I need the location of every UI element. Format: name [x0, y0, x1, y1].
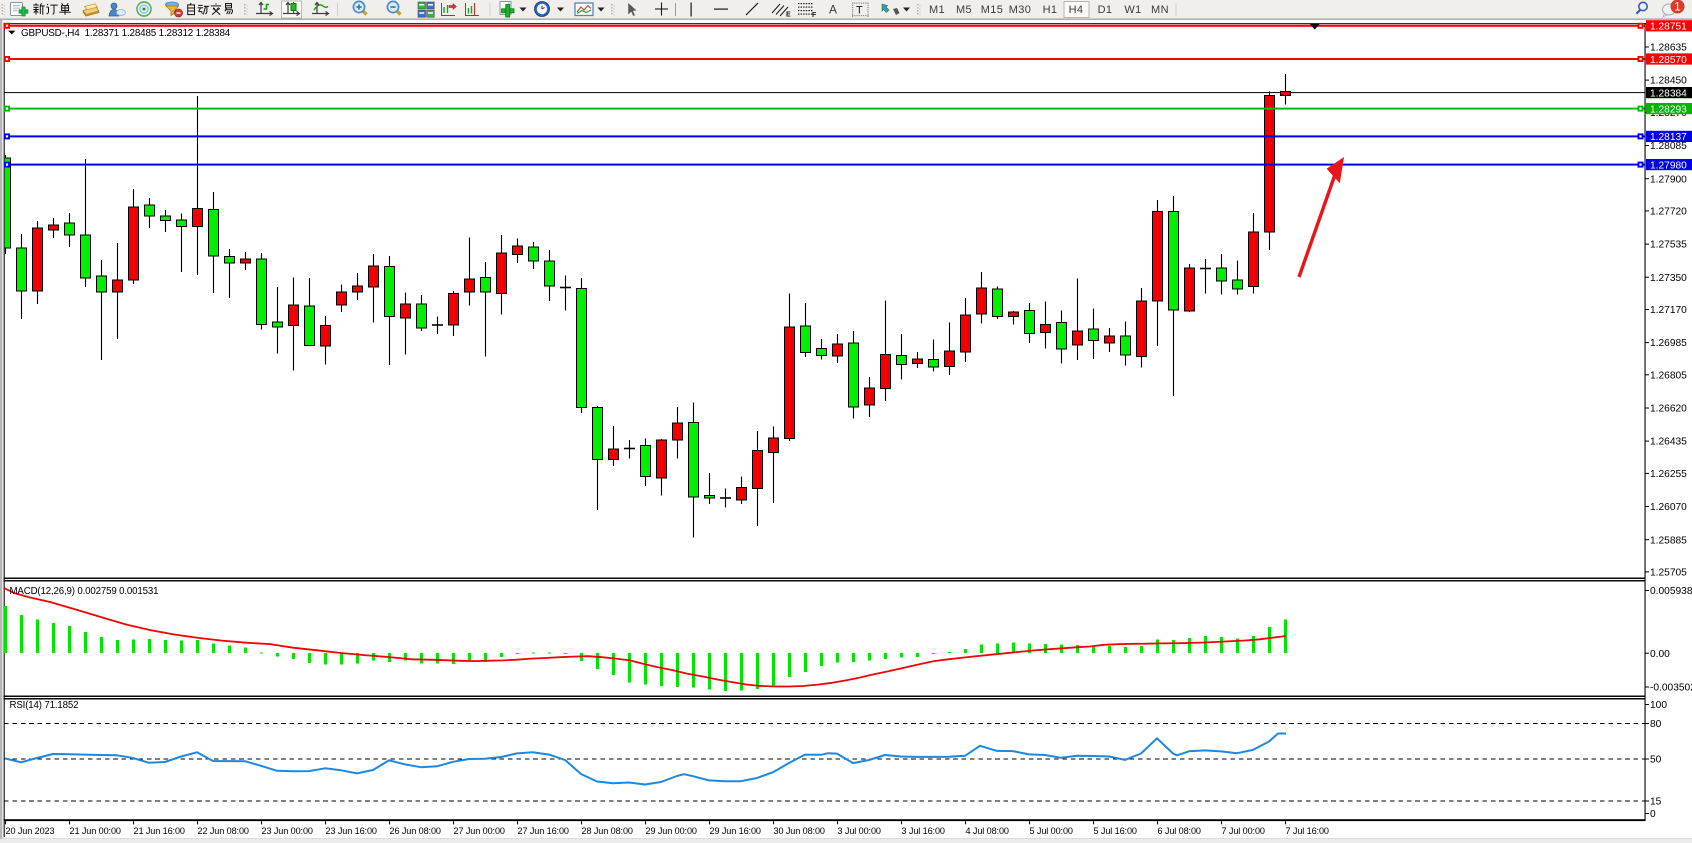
svg-text:7 Jul 16:00: 7 Jul 16:00 — [1286, 826, 1329, 836]
svg-text:H1: H1 — [1043, 4, 1058, 16]
svg-text:M15: M15 — [981, 4, 1004, 16]
svg-text:GBPUSD-,H4 1.28371 1.28485 1.: GBPUSD-,H4 1.28371 1.28485 1.28312 1.283… — [21, 28, 231, 39]
svg-text:1.28570: 1.28570 — [1650, 55, 1687, 66]
svg-text:-0.003502: -0.003502 — [1650, 683, 1692, 694]
svg-text:80: 80 — [1650, 719, 1662, 730]
svg-text:1.28137: 1.28137 — [1650, 132, 1687, 143]
svg-text:23 Jun 16:00: 23 Jun 16:00 — [326, 826, 377, 836]
svg-text:20 Jun 2023: 20 Jun 2023 — [6, 826, 55, 836]
svg-text:1.27980: 1.27980 — [1650, 160, 1687, 171]
svg-text:1.26985: 1.26985 — [1650, 338, 1687, 349]
svg-text:1.26255: 1.26255 — [1650, 469, 1687, 480]
svg-text:0.005938: 0.005938 — [1650, 586, 1692, 597]
svg-text:1.25705: 1.25705 — [1650, 568, 1687, 579]
svg-text:A: A — [829, 3, 837, 17]
svg-text:29 Jun 16:00: 29 Jun 16:00 — [710, 826, 761, 836]
svg-text:21 Jun 16:00: 21 Jun 16:00 — [134, 826, 185, 836]
svg-text:1.26435: 1.26435 — [1650, 437, 1687, 448]
svg-text:M1: M1 — [929, 4, 945, 16]
svg-text:28 Jun 08:00: 28 Jun 08:00 — [582, 826, 633, 836]
svg-text:29 Jun 00:00: 29 Jun 00:00 — [646, 826, 697, 836]
svg-text:100: 100 — [1650, 700, 1667, 711]
svg-text:3 Jul 00:00: 3 Jul 00:00 — [838, 826, 881, 836]
svg-text:7 Jul 00:00: 7 Jul 00:00 — [1222, 826, 1265, 836]
svg-text:3 Jul 16:00: 3 Jul 16:00 — [902, 826, 945, 836]
svg-text:1.28384: 1.28384 — [1650, 88, 1687, 99]
svg-text:1.27900: 1.27900 — [1650, 174, 1687, 185]
svg-text:1: 1 — [1674, 2, 1680, 14]
svg-text:1.27720: 1.27720 — [1650, 207, 1687, 218]
svg-text:T: T — [856, 5, 863, 17]
svg-text:RSI(14) 71.1852: RSI(14) 71.1852 — [10, 700, 79, 711]
svg-text:1.28635: 1.28635 — [1650, 43, 1687, 54]
svg-text:1.28085: 1.28085 — [1650, 141, 1687, 152]
svg-text:21 Jun 00:00: 21 Jun 00:00 — [70, 826, 121, 836]
svg-text:27 Jun 16:00: 27 Jun 16:00 — [518, 826, 569, 836]
svg-text:M5: M5 — [956, 4, 972, 16]
svg-text:15: 15 — [1650, 797, 1662, 808]
svg-text:D1: D1 — [1098, 4, 1113, 16]
svg-text:30 Jun 08:00: 30 Jun 08:00 — [774, 826, 825, 836]
svg-text:F: F — [812, 12, 817, 19]
svg-text:1.26620: 1.26620 — [1650, 404, 1687, 415]
svg-text:1.25885: 1.25885 — [1650, 535, 1687, 546]
svg-text:1.27350: 1.27350 — [1650, 273, 1687, 284]
svg-text:27 Jun 00:00: 27 Jun 00:00 — [454, 826, 505, 836]
svg-text:4 Jul 08:00: 4 Jul 08:00 — [966, 826, 1009, 836]
svg-text:26 Jun 08:00: 26 Jun 08:00 — [390, 826, 441, 836]
svg-text:6 Jul 08:00: 6 Jul 08:00 — [1158, 826, 1201, 836]
svg-text:5 Jul 00:00: 5 Jul 00:00 — [1030, 826, 1073, 836]
svg-text:M30: M30 — [1009, 4, 1032, 16]
svg-text:22 Jun 08:00: 22 Jun 08:00 — [198, 826, 249, 836]
svg-text:0: 0 — [1650, 809, 1656, 820]
svg-text:23 Jun 00:00: 23 Jun 00:00 — [262, 826, 313, 836]
svg-text:1.27170: 1.27170 — [1650, 305, 1687, 316]
svg-text:W1: W1 — [1124, 4, 1141, 16]
svg-text:1.26805: 1.26805 — [1650, 370, 1687, 381]
svg-text:1.27535: 1.27535 — [1650, 240, 1687, 251]
svg-text:1.28450: 1.28450 — [1650, 76, 1687, 87]
svg-text:0.00: 0.00 — [1650, 649, 1670, 660]
svg-text:MN: MN — [1151, 4, 1169, 16]
svg-text:50: 50 — [1650, 755, 1662, 766]
svg-text:1.26070: 1.26070 — [1650, 502, 1687, 513]
svg-text:5 Jul 16:00: 5 Jul 16:00 — [1094, 826, 1137, 836]
svg-text:MACD(12,26,9) 0.002759 0.00153: MACD(12,26,9) 0.002759 0.001531 — [10, 586, 159, 597]
svg-text:E: E — [786, 12, 791, 19]
svg-text:1.28751: 1.28751 — [1650, 22, 1687, 33]
svg-text:1.28293: 1.28293 — [1650, 104, 1687, 115]
svg-text:H4: H4 — [1069, 4, 1084, 16]
